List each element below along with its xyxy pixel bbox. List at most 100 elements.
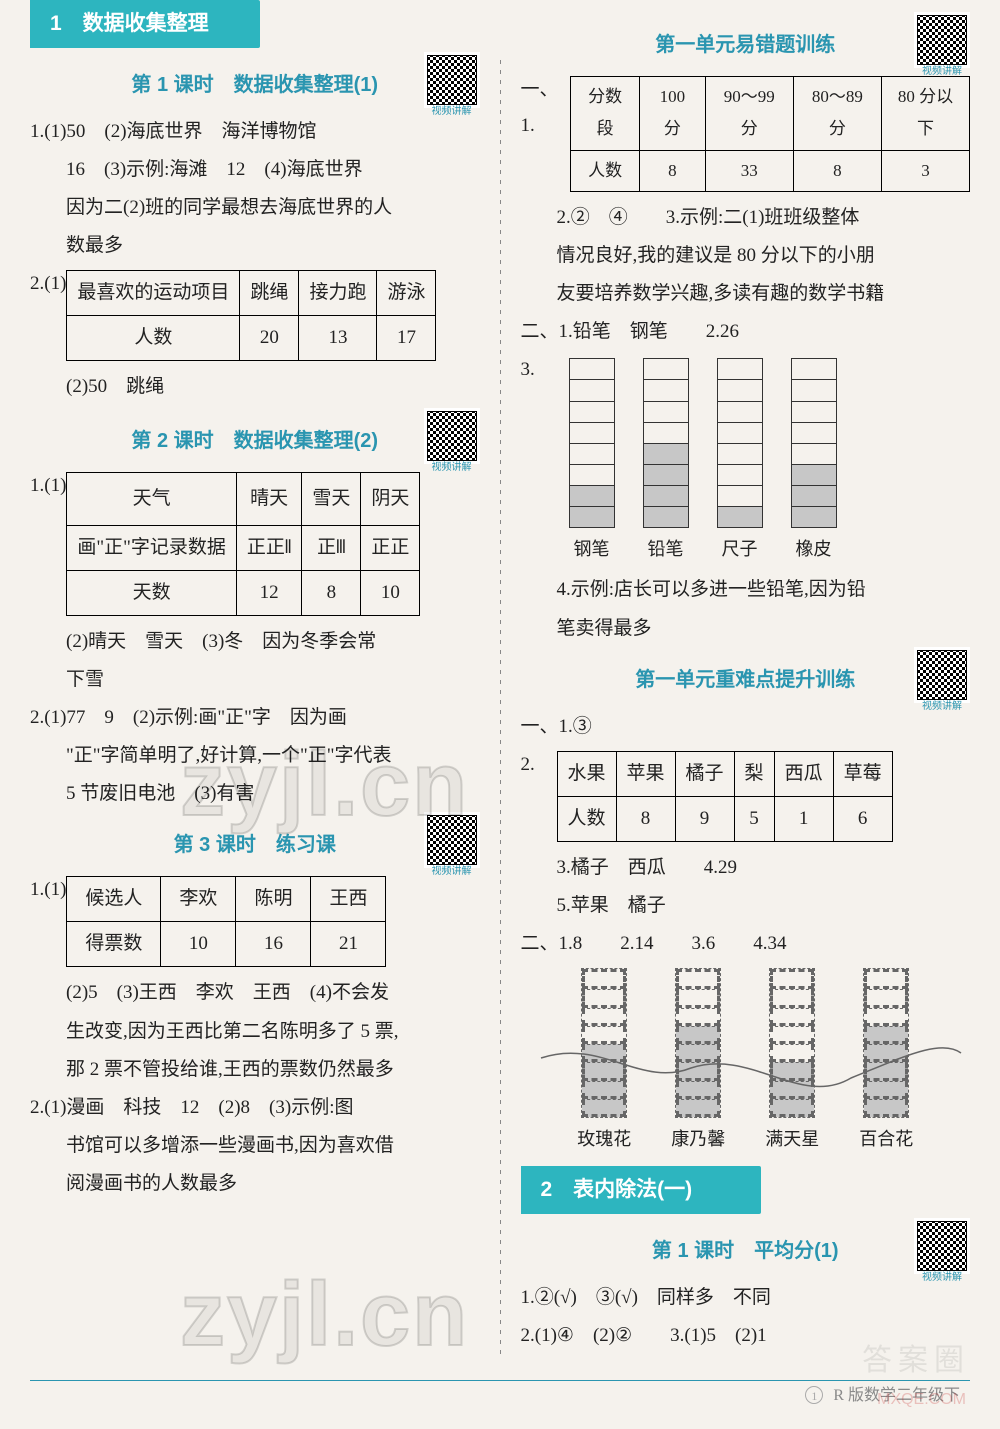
- text: 3.: [521, 352, 569, 388]
- text: 2.② ④ 3.示例:二(1)班班级整体: [521, 200, 971, 236]
- lesson1-heading: 第 1 课时 数据收集整理(1): [131, 66, 378, 104]
- text: 二、1.8 2.14 3.6 4.34: [521, 926, 971, 962]
- cell: 80 分以下: [881, 77, 969, 151]
- text: 数最多: [30, 228, 480, 264]
- text: 生改变,因为王西比第二名陈明多了 5 票,: [30, 1014, 480, 1050]
- cell: 苹果: [616, 751, 675, 796]
- cell: 6: [833, 796, 892, 841]
- text: 笔卖得最多: [521, 611, 971, 647]
- fruit-table: 水果 苹果 橘子 梨 西瓜 草莓 人数 8 9 5 1 6: [557, 751, 893, 842]
- flower-bar-chart: 玫瑰花 康乃馨 满天星 百合花: [521, 968, 971, 1156]
- cell: 最喜欢的运动项目: [67, 271, 240, 316]
- text: 2.(1)77 9 (2)示例:画"正"字 因为画: [30, 700, 480, 736]
- cell: 10: [361, 570, 420, 615]
- text: 4.示例:店长可以多进一些铅笔,因为铅: [521, 572, 971, 608]
- bar-label: 橡皮: [796, 532, 832, 566]
- cell: 游泳: [377, 271, 436, 316]
- cell: 橘子: [675, 751, 734, 796]
- cell: 人数: [557, 796, 616, 841]
- cell: 100 分: [640, 77, 706, 151]
- qr-icon: [914, 647, 970, 703]
- cell: 正正: [361, 525, 420, 570]
- text: 1.②(√) ③(√) 同样多 不同: [521, 1280, 971, 1316]
- hard-heading: 第一单元重难点提升训练: [635, 661, 855, 699]
- cell: 人数: [67, 316, 240, 361]
- text: 因为二(2)班的同学最想去海底世界的人: [30, 190, 480, 226]
- cell: 梨: [734, 751, 774, 796]
- cell: 得票数: [67, 922, 161, 967]
- text: (2)50 跳绳: [30, 369, 480, 405]
- text: 2.: [521, 747, 557, 783]
- text: (2)5 (3)王西 李欢 王西 (4)不会发: [30, 975, 480, 1011]
- cell: 20: [240, 316, 299, 361]
- cell: 天数: [67, 570, 237, 615]
- cell: 33: [705, 150, 793, 191]
- text: 5.苹果 橘子: [521, 888, 971, 924]
- text: 那 2 票不管投给谁,王西的票数仍然最多: [30, 1052, 480, 1088]
- text: 情况良好,我的建议是 80 分以下的小朋: [521, 238, 971, 274]
- lesson2-heading: 第 2 课时 数据收集整理(2): [131, 422, 378, 460]
- text: (2)晴天 雪天 (3)冬 因为冬季会常: [30, 624, 480, 660]
- bar-label: 百合花: [859, 1122, 913, 1156]
- qr-icon: [914, 12, 970, 68]
- text: "正"字简单明了,好计算,一个"正"字代表: [30, 738, 480, 774]
- watermark: MXQE.COM: [877, 1385, 966, 1415]
- cell: 1: [774, 796, 833, 841]
- text: 书馆可以多增添一些漫画书,因为喜欢借: [30, 1128, 480, 1164]
- cell: 候选人: [67, 877, 161, 922]
- bar-label: 康乃馨: [671, 1122, 725, 1156]
- qr-icon: [914, 1218, 970, 1274]
- text: 阅漫画书的人数最多: [30, 1166, 480, 1202]
- chapter-1-title: 1 数据收集整理: [30, 0, 260, 48]
- qr-icon: [424, 52, 480, 108]
- cell: 10: [161, 922, 236, 967]
- cell: 水果: [557, 751, 616, 796]
- cell: 9: [675, 796, 734, 841]
- cell: 正𝍫: [302, 525, 361, 570]
- cell: 5: [734, 796, 774, 841]
- text: 下雪: [30, 662, 480, 698]
- text: 3.橘子 西瓜 4.29: [521, 850, 971, 886]
- cell: 12: [236, 570, 301, 615]
- cell: 王西: [311, 877, 386, 922]
- text: 2.(1): [30, 266, 66, 302]
- cell: 8: [302, 570, 361, 615]
- cell: 李欢: [161, 877, 236, 922]
- cell: 人数: [571, 150, 640, 191]
- cell: 13: [299, 316, 377, 361]
- cell: 21: [311, 922, 386, 967]
- cell: 分数段: [571, 77, 640, 151]
- lesson1b-heading: 第 1 课时 平均分(1): [652, 1232, 839, 1270]
- watermark: 答案圈: [862, 1332, 970, 1389]
- bar-label: 尺子: [722, 532, 758, 566]
- cell: 跳绳: [240, 271, 299, 316]
- text: 16 (3)示例:海滩 12 (4)海底世界: [30, 152, 480, 188]
- text: 5 节废旧电池 (3)有害: [30, 776, 480, 812]
- text: 一、1.: [521, 72, 571, 144]
- text: 2.(1)漫画 科技 12 (2)8 (3)示例:图: [30, 1090, 480, 1126]
- chapter-2-title: 2 表内除法(一): [521, 1166, 761, 1214]
- cell: 画"正"字记录数据: [67, 525, 237, 570]
- cell: 雪天: [302, 472, 361, 525]
- bar-label: 玫瑰花: [577, 1122, 631, 1156]
- vote-table: 候选人 李欢 陈明 王西 得票数 10 16 21: [66, 876, 386, 967]
- text: 1.(1): [30, 468, 66, 504]
- cell: 8: [616, 796, 675, 841]
- text: 二、1.铅笔 钢笔 2.26: [521, 314, 971, 350]
- bar-label: 满天星: [765, 1122, 819, 1156]
- cell: 正正𝍪: [236, 525, 301, 570]
- score-table: 分数段 100 分 90～99 分 80～89 分 80 分以下 人数 8 33…: [570, 76, 970, 192]
- text: 1.(1)50 (2)海底世界 海洋博物馆: [30, 114, 480, 150]
- cell: 阴天: [361, 472, 420, 525]
- lesson3-heading: 第 3 课时 练习课: [174, 826, 336, 864]
- cell: 16: [236, 922, 311, 967]
- cell: 90～99 分: [705, 77, 793, 151]
- sports-table: 最喜欢的运动项目 跳绳 接力跑 游泳 人数 20 13 17: [66, 270, 436, 361]
- mistake-heading: 第一单元易错题训练: [655, 26, 835, 64]
- cell: 接力跑: [299, 271, 377, 316]
- text: 1.(1): [30, 872, 66, 908]
- cell: 80～89 分: [793, 77, 881, 151]
- cell: 8: [640, 150, 706, 191]
- qr-icon: [424, 408, 480, 464]
- bar-label: 钢笔: [574, 532, 610, 566]
